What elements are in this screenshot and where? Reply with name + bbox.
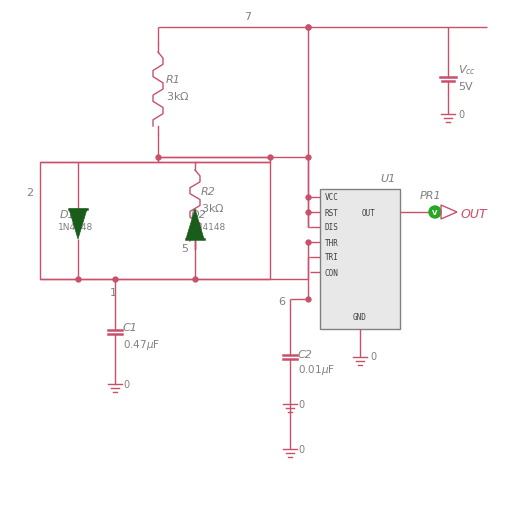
Text: 0: 0 bbox=[370, 351, 376, 361]
Text: D2: D2 bbox=[191, 210, 207, 219]
Text: PR1: PR1 bbox=[420, 191, 442, 201]
Polygon shape bbox=[69, 210, 87, 240]
Bar bbox=[40, 163, 270, 279]
Text: R1: R1 bbox=[166, 75, 181, 85]
Text: U1: U1 bbox=[381, 174, 396, 184]
Text: 1: 1 bbox=[110, 288, 117, 297]
Text: 0: 0 bbox=[458, 110, 464, 120]
Text: 1N4148: 1N4148 bbox=[58, 222, 93, 232]
Text: 3k$\Omega$: 3k$\Omega$ bbox=[201, 202, 225, 214]
Text: CON: CON bbox=[325, 268, 339, 277]
Text: 0.47$\mu$F: 0.47$\mu$F bbox=[123, 337, 160, 351]
Text: C2: C2 bbox=[298, 349, 313, 359]
Text: 7: 7 bbox=[244, 12, 252, 22]
Text: 0: 0 bbox=[298, 444, 304, 454]
Text: D1: D1 bbox=[60, 210, 76, 219]
Text: GND: GND bbox=[353, 313, 367, 322]
Circle shape bbox=[429, 207, 441, 218]
Text: RST: RST bbox=[325, 208, 339, 217]
Bar bbox=[320, 190, 400, 329]
Text: 5V: 5V bbox=[458, 82, 473, 92]
Polygon shape bbox=[186, 210, 204, 240]
Text: OUT: OUT bbox=[461, 208, 488, 220]
Text: TRI: TRI bbox=[325, 253, 339, 262]
Text: 6: 6 bbox=[278, 296, 285, 306]
Text: 0.01$\mu$F: 0.01$\mu$F bbox=[298, 362, 335, 376]
Text: 5: 5 bbox=[181, 243, 188, 253]
Text: OUT: OUT bbox=[362, 208, 376, 217]
Text: R2: R2 bbox=[201, 187, 216, 196]
Text: C1: C1 bbox=[123, 322, 138, 332]
Text: THR: THR bbox=[325, 238, 339, 247]
Text: DIS: DIS bbox=[325, 223, 339, 232]
Text: V: V bbox=[432, 210, 438, 216]
Text: 2: 2 bbox=[26, 188, 33, 197]
Text: 0: 0 bbox=[298, 399, 304, 409]
Text: 0: 0 bbox=[123, 379, 129, 389]
Text: 3k$\Omega$: 3k$\Omega$ bbox=[166, 90, 189, 102]
Text: VCC: VCC bbox=[325, 193, 339, 202]
Text: 1N4148: 1N4148 bbox=[191, 222, 226, 232]
Text: $V_{cc}$: $V_{cc}$ bbox=[458, 63, 476, 77]
